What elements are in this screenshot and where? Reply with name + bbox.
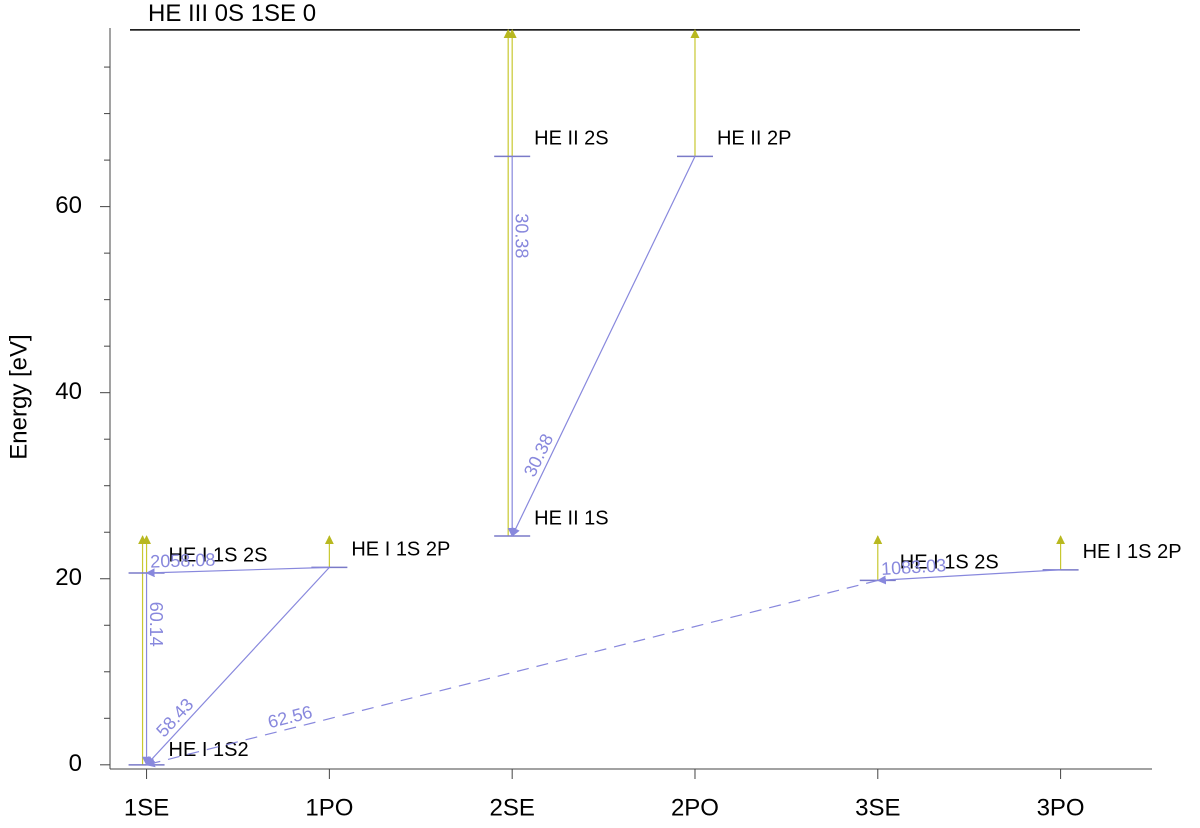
y-axis-label: Energy [eV] — [5, 334, 32, 459]
transition — [145, 579, 878, 768]
x-tick-label: 3SE — [855, 794, 900, 821]
level-label: HE I 1S 2S — [169, 544, 268, 566]
level-label: HE I 1S 2P — [1083, 541, 1182, 563]
x-tick-label: 3PO — [1037, 794, 1085, 821]
y-tick-label: 60 — [55, 192, 82, 219]
wavelength-label: 2058.08 — [150, 550, 216, 572]
transition — [511, 156, 696, 537]
y-tick-label: 40 — [55, 378, 82, 405]
wavelength-label: 62.56 — [266, 702, 315, 732]
wavelength-label: 1083.03 — [881, 555, 947, 579]
level-label: HE II 1S — [534, 507, 608, 529]
y-tick-label: 0 — [69, 750, 82, 777]
wavelength-label: 60.14 — [146, 602, 166, 647]
x-tick-label: 2SE — [489, 794, 534, 821]
x-tick-label: 1SE — [124, 794, 169, 821]
level-label: HE II 2S — [534, 128, 608, 150]
level-label: HE I 1S 2P — [351, 539, 450, 561]
wavelength-label: 30.38 — [511, 213, 531, 258]
level-label: HE II 2P — [717, 128, 791, 150]
transition — [145, 566, 330, 766]
y-tick-label: 20 — [55, 564, 82, 591]
x-tick-label: 2PO — [671, 794, 719, 821]
transition — [145, 566, 330, 578]
level-label: HE I 1S 2S — [900, 552, 999, 574]
transition — [876, 569, 1061, 585]
limit-label: HE III 0S 1SE 0 — [148, 0, 316, 27]
x-tick-label: 1PO — [305, 794, 353, 821]
